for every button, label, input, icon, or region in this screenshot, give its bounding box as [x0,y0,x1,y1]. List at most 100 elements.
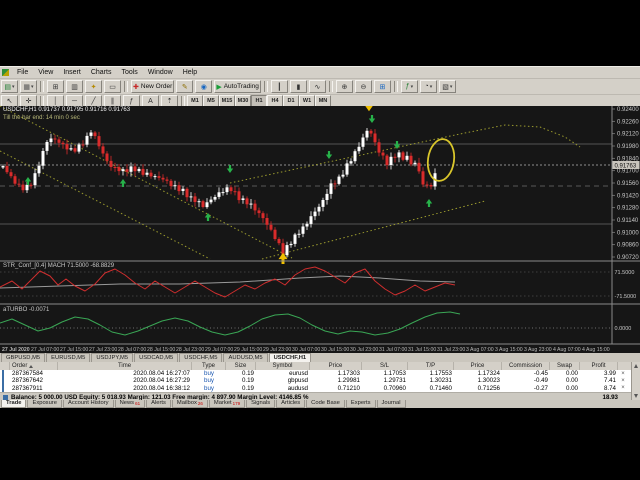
toolbar-standard: ▤ ▾ ▦ ▾ ⊞ ▥ ✦ ▭ ✚ New Order ✎ ◉ ▶ AutoTrading ┃ ▮ ∿ ⊕ ⊖ ⊞ ƒ ▾… [0,79,640,95]
toolbar-separator [181,95,185,107]
terminal-tab-alerts[interactable]: Alerts [146,400,171,408]
col-symbol[interactable]: Symbol [256,362,310,370]
close-trade-button[interactable]: × [621,370,625,377]
col-commission[interactable]: Commission [502,362,550,370]
terminal-tab-account-history[interactable]: Account History [62,400,114,408]
col-order[interactable]: Order [10,362,58,370]
toolbar-separator [124,81,128,92]
tab-badge: 61 [135,401,141,406]
close-trade-button[interactable]: × [621,377,625,384]
terminal-tab-mailbox[interactable]: Mailbox 26 [171,400,208,408]
svg-text:31 Jul 23:00: 31 Jul 23:00 [437,347,465,353]
terminal-tab-exposure[interactable]: Exposure [27,400,62,408]
zoom-out-icon[interactable]: ⊖ [354,80,372,93]
col-price-current[interactable]: Price [454,362,502,370]
trade-row[interactable]: 287367911 2020.08.04 16:38:12 buy 0.19 audus… [0,378,632,392]
col-icon[interactable] [0,362,10,370]
col-s-l[interactable]: S/L [362,362,408,370]
cell-profit: 7.41 [603,377,616,385]
chart-tab-gbpusd-m5[interactable]: GBPUSD,M5 [1,353,46,362]
col-time[interactable]: Time [58,362,192,370]
zoom-in-icon[interactable]: ⊕ [335,80,353,93]
menu-help[interactable]: Help [182,69,198,76]
terminal-tab-articles[interactable]: Articles [276,400,306,408]
new-chart-dropdown-icon[interactable]: ▾ [12,83,15,90]
bar-chart-icon[interactable]: ┃ [270,80,288,93]
col-t-p[interactable]: T/P [408,362,454,370]
col-price[interactable]: Price [310,362,362,370]
cell-commission: -0.49 [533,377,548,385]
metaeditor-icon[interactable]: ✎ [176,80,194,93]
col-size[interactable]: Size [226,362,256,370]
market-watch-icon[interactable]: ⊞ [47,80,64,93]
cell-tp: 1.17553 [429,370,452,378]
autotrading-button[interactable]: ▶ AutoTrading [214,80,261,93]
svg-text:30 Jul 07:00: 30 Jul 07:00 [292,347,320,353]
navigator-icon[interactable]: ✦ [85,80,102,93]
line-chart-icon[interactable]: ∿ [308,80,326,93]
periods-glyph: ◔ [424,83,429,90]
candlestick-chart-icon[interactable]: ▮ [289,80,307,93]
chart-tab-usdchf-h1[interactable]: USDCHF,H1 [268,353,312,362]
trendline-icon[interactable]: ╱ [85,94,102,108]
chart-tab-usdjpy-m5[interactable]: USDJPY,M5 [91,353,134,362]
profiles-dropdown-icon[interactable]: ▾ [31,83,34,90]
svg-text:0.91560: 0.91560 [617,181,639,187]
terminal-scrollbar[interactable] [631,362,640,400]
toolbar-line-studies: ↖ ✛ │ ─ ╱ ∥ ƒ A ⇡ M1 M5 M15 M30 H1 H4 D1 W1 MN [0,94,640,108]
cell-order: 287367642 [12,377,43,385]
new-chart-icon[interactable]: ▤ ▾ [1,80,18,93]
scroll-up-icon[interactable] [634,364,638,368]
terminal-tab-journal[interactable]: Journal [376,400,406,408]
horizontal-line-icon[interactable]: ─ [66,94,83,108]
close-trade-button[interactable]: × [621,385,625,392]
account-icon [3,394,8,400]
menu-file[interactable]: File [17,69,29,76]
mt4-window: File View Insert Charts Tools Window Help ▤ ▾ ▦ ▾… [0,66,640,408]
indicators-dropdown-icon[interactable]: ▾ [410,83,414,90]
terminal-tab-trade[interactable]: Trade [1,400,27,408]
profiles-icon[interactable]: ▦ ▾ [20,80,37,93]
menu-view[interactable]: View [38,69,54,76]
candles-layer [1,128,437,258]
col-type[interactable]: Type [192,362,226,370]
periods-icon[interactable]: ◔ ▾ [419,80,437,93]
chart-tab-usdchf-m5[interactable]: USDCHF,M5 [179,353,223,362]
data-window-icon[interactable]: ▥ [66,80,83,93]
terminal-tab-market[interactable]: Market 179 [208,400,246,408]
scroll-down-icon[interactable] [634,394,638,398]
chart-tab-usdcad-m5[interactable]: USDCAD,M5 [134,353,179,362]
terminal-tab-experts[interactable]: Experts [345,400,376,408]
arrows-icon[interactable]: ⇡ [161,94,178,108]
price-chart[interactable]: 0.92400 0.92260 0.92120 0.91980 0.91840 0.917… [0,106,640,353]
templates-glyph: ▧ [442,83,449,91]
col-swap[interactable]: Swap [550,362,580,370]
terminal-tab-signals[interactable]: Signals [246,400,276,408]
cell-size: 0.19 [241,370,254,378]
strategy-tester-icon[interactable]: ◉ [195,80,213,93]
menu-tools[interactable]: Tools [121,69,138,76]
terminal-tab-code-base[interactable]: Code Base [306,400,345,408]
col-profit[interactable]: Profit [580,362,618,370]
menu-insert[interactable]: Insert [63,69,81,76]
tile-windows-icon[interactable]: ⊞ [373,80,391,93]
trade-row[interactable]: 287367642 2020.08.04 16:27:29 buy 0.19 gbpus… [0,371,632,390]
svg-text:0.92400: 0.92400 [617,107,639,113]
new-order-button[interactable]: ✚ New Order [131,80,175,93]
indicators-icon[interactable]: ƒ ▾ [400,80,418,93]
trade-row[interactable]: 287367584 2020.08.04 16:27:07 buy 0.19 eurus… [0,370,632,383]
new-chart-glyph: ▤ [4,83,12,91]
timeframe-m15[interactable]: M15 [219,95,235,107]
chart-tab-audusd-m5[interactable]: AUDUSD,M5 [223,353,268,362]
menu-window[interactable]: Window [147,69,173,76]
cell-price2: 1.30023 [477,377,500,385]
menu-charts[interactable]: Charts [90,69,112,76]
templates-dropdown-icon[interactable]: ▾ [449,83,453,90]
terminal-icon[interactable]: ▭ [104,80,121,93]
terminal-tabs: Trade Exposure Account History News 61 Alerts… [0,400,640,408]
terminal-tab-news[interactable]: News 61 [114,400,146,408]
cell-price2: 0.71256 [477,384,500,392]
templates-icon[interactable]: ▧ ▾ [438,80,456,93]
chart-tab-eurusd-m5[interactable]: EURUSD,M5 [46,353,91,362]
periods-dropdown-icon[interactable]: ▾ [429,83,433,90]
